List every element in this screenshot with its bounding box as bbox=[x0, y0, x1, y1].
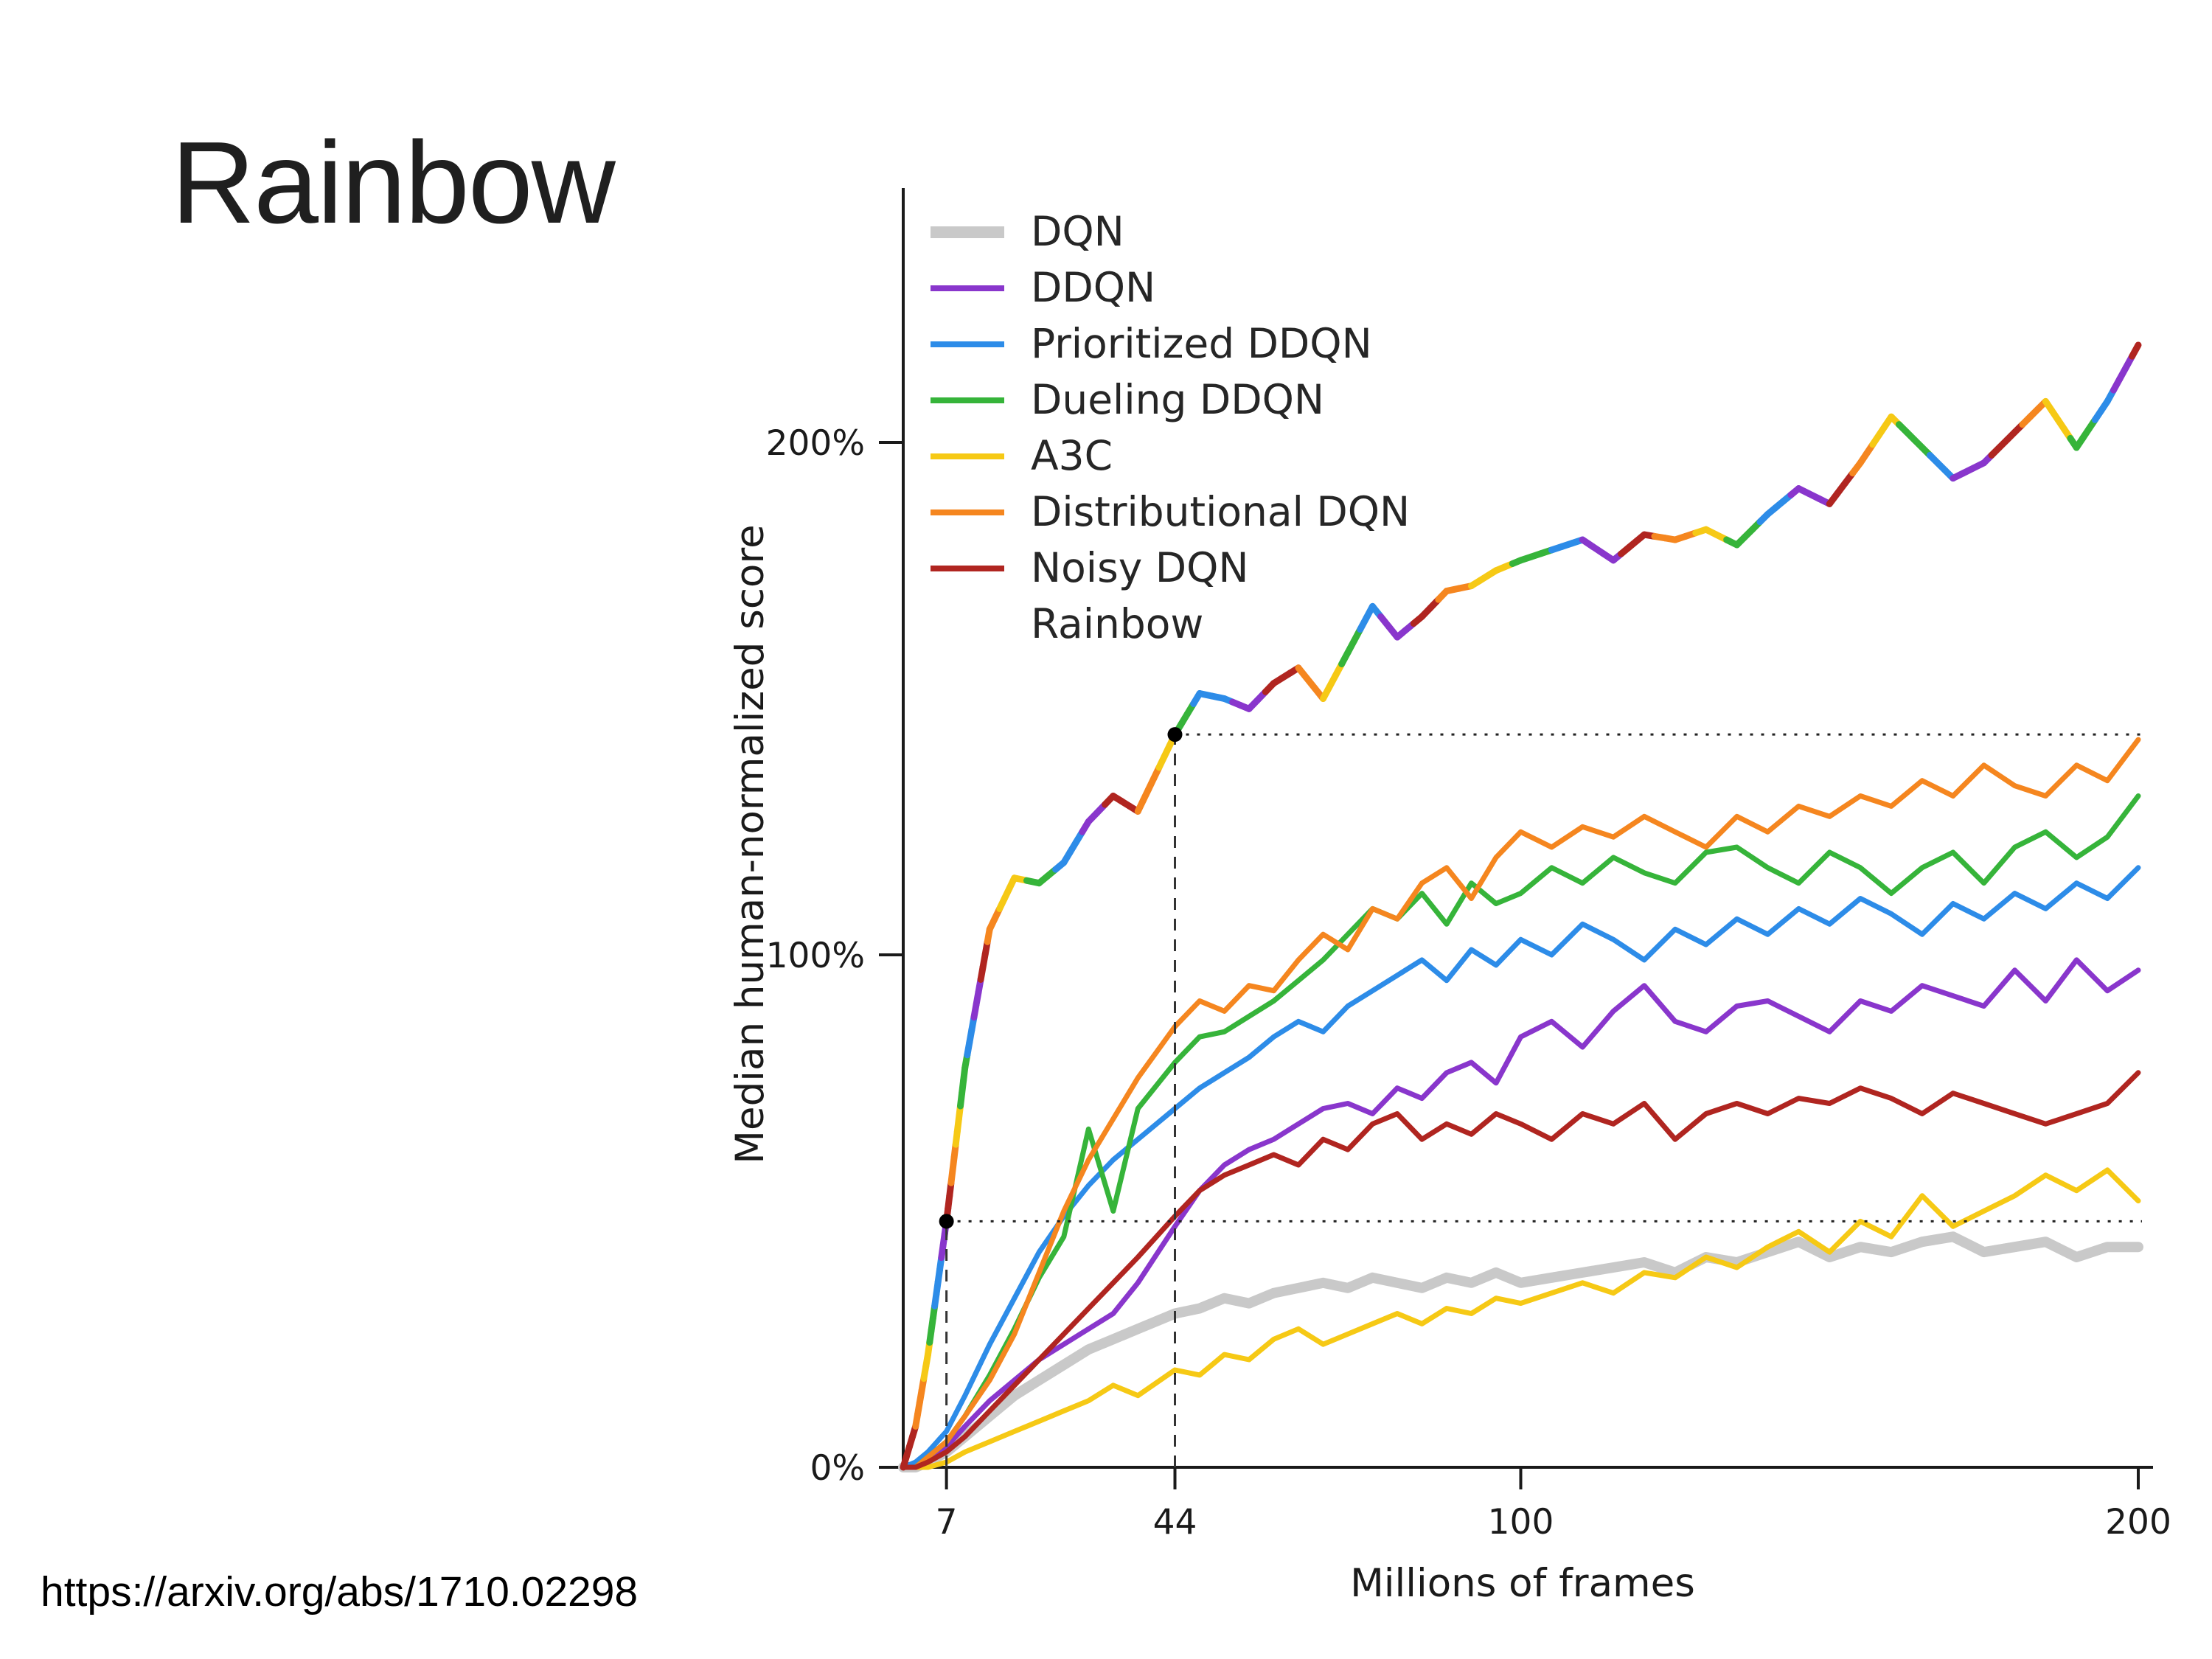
series-line-prioritized-ddqn bbox=[900, 865, 2141, 1470]
series-lines bbox=[898, 341, 2143, 1472]
source-link[interactable]: https://arxiv.org/abs/1710.02298 bbox=[41, 1568, 639, 1615]
legend-item-ddqn: DDQN bbox=[931, 264, 1155, 311]
series-line-a3c bbox=[900, 1167, 2141, 1470]
legend-label-dueling-ddqn: Dueling DDQN bbox=[1031, 376, 1324, 423]
legend-item-rainbow: Rainbow bbox=[931, 600, 1203, 647]
series-line-rainbow-segment bbox=[2129, 341, 2142, 360]
y-tick-label-100: 100% bbox=[766, 936, 865, 976]
reference-annotations bbox=[939, 727, 2142, 1467]
legend-label-dqn: DQN bbox=[1031, 208, 1124, 255]
legend-label-a3c: A3C bbox=[1031, 432, 1113, 479]
series-line-ddqn bbox=[900, 957, 2141, 1470]
legend-item-noisy-dqn: Noisy DQN bbox=[931, 544, 1249, 591]
y-tick-label-0: 0% bbox=[810, 1448, 865, 1489]
legend-label-noisy-dqn: Noisy DQN bbox=[1031, 544, 1249, 591]
series-line-dqn bbox=[898, 1231, 2143, 1472]
reference-point-dot bbox=[1167, 727, 1183, 742]
legend-label-distributional-dqn: Distributional DQN bbox=[1031, 488, 1410, 535]
legend-item-distributional-dqn: Distributional DQN bbox=[931, 488, 1410, 535]
y-axis-title: Median human-normalized score bbox=[728, 524, 773, 1164]
x-tick-label-200: 200 bbox=[2105, 1502, 2171, 1543]
legend: DQN DDQN Prioritized DDQN Dueling DDQN A… bbox=[931, 208, 1410, 647]
x-tick-label-7: 7 bbox=[936, 1502, 958, 1543]
y-tick-label-200: 200% bbox=[766, 423, 865, 464]
page-title: Rainbow bbox=[171, 118, 616, 248]
legend-label-prioritized-ddqn: Prioritized DDQN bbox=[1031, 320, 1372, 367]
x-tick-label-44: 44 bbox=[1153, 1502, 1197, 1543]
legend-item-dueling-ddqn: Dueling DDQN bbox=[931, 376, 1324, 423]
legend-label-rainbow: Rainbow bbox=[1031, 600, 1203, 647]
legend-item-dqn: DQN bbox=[931, 208, 1124, 255]
x-axis-title: Millions of frames bbox=[1350, 1561, 1695, 1606]
legend-item-a3c: A3C bbox=[931, 432, 1113, 479]
x-tick-label-100: 100 bbox=[1488, 1502, 1554, 1543]
legend-item-prioritized-ddqn: Prioritized DDQN bbox=[931, 320, 1372, 367]
series-line-noisy-dqn bbox=[900, 1070, 2141, 1470]
reference-point-dot bbox=[939, 1214, 954, 1229]
series-line-distributional-dqn bbox=[900, 737, 2141, 1470]
series-line-dueling-ddqn bbox=[900, 793, 2141, 1470]
legend-label-ddqn: DDQN bbox=[1031, 264, 1155, 311]
